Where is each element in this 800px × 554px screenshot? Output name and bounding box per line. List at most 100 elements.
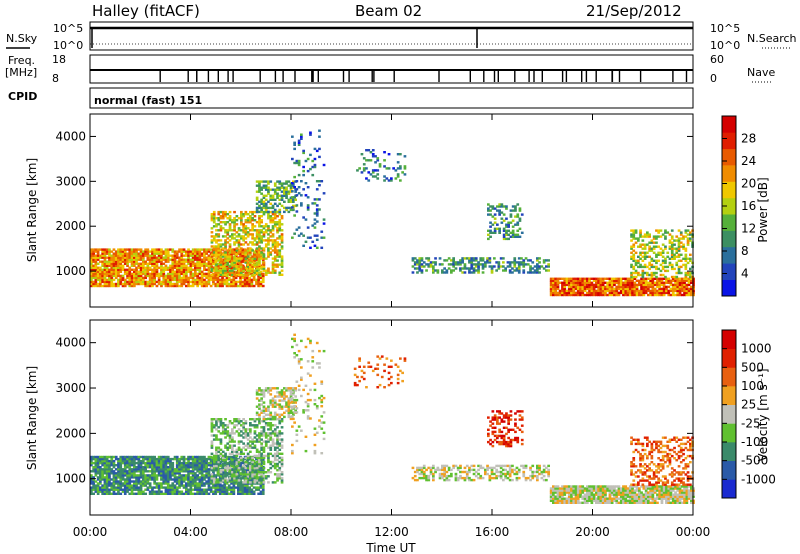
rti-cell: [628, 285, 632, 289]
rti-cell: [139, 486, 143, 489]
rti-cell: [259, 276, 263, 280]
rti-cell: [137, 457, 141, 461]
rti-cell: [224, 271, 227, 274]
rti-cell: [224, 477, 227, 480]
rti-cell: [687, 277, 691, 280]
rti-cell: [92, 476, 95, 479]
rti-cell: [135, 488, 138, 491]
rti-cell: [94, 470, 98, 473]
rti-cell: [545, 259, 548, 262]
rti-cell: [233, 251, 236, 254]
rti-cell: [187, 484, 190, 487]
rti-cell: [675, 255, 679, 258]
rti-cell: [234, 468, 238, 471]
rti-cell: [401, 171, 404, 174]
rti-cell: [554, 279, 557, 282]
rti-cell: [155, 264, 159, 267]
rti-cell: [520, 263, 523, 266]
rti-cell: [261, 488, 265, 491]
rti-cell: [135, 260, 138, 263]
rti-cell: [114, 266, 118, 269]
rti-cell: [518, 217, 522, 220]
rti-cell: [259, 270, 263, 273]
rti-cell: [315, 214, 319, 217]
rti-cell: [687, 279, 691, 282]
rti-cell: [502, 227, 506, 230]
rti-cell: [243, 266, 247, 269]
rti-cell: [306, 204, 310, 207]
rti-cell: [452, 261, 455, 264]
rti-cell: [542, 267, 546, 270]
rti-cell: [631, 287, 634, 291]
rti-cell: [164, 248, 168, 251]
rti-cell: [674, 289, 677, 293]
rti-cell: [189, 260, 193, 263]
rti-cell: [692, 287, 695, 291]
rti-cell: [597, 281, 600, 284]
rti-cell: [668, 247, 672, 250]
rti-cell: [99, 270, 102, 273]
rti-cell: [182, 270, 186, 273]
rti-cell: [121, 250, 125, 253]
rti-cell: [529, 259, 532, 262]
rti-cell: [239, 492, 242, 495]
rti-cell: [173, 480, 177, 483]
rti-cell: [664, 257, 667, 260]
rti-cell: [652, 273, 656, 277]
rti-cell: [231, 251, 234, 254]
rti-cell: [255, 180, 259, 183]
rti-cell: [173, 262, 177, 265]
rti-cell: [502, 265, 505, 268]
rti-cell: [267, 188, 270, 191]
rti-cell: [178, 478, 181, 481]
rti-cell: [264, 206, 268, 210]
rti-cell: [108, 284, 111, 288]
rti-cell: [601, 287, 605, 291]
rti-cell: [509, 231, 513, 234]
rti-cell: [240, 221, 243, 224]
rti-cell: [224, 213, 227, 216]
rti-cell: [112, 256, 116, 259]
rti-cell: [228, 251, 232, 254]
rti-cell: [121, 276, 125, 280]
power-x-ticks: [89, 114, 694, 307]
rti-cell: [96, 284, 100, 288]
rti-cell: [671, 291, 675, 295]
rti-cell: [271, 249, 275, 252]
nave-spikes: [159, 70, 688, 82]
rti-cell: [496, 223, 499, 226]
rti-cell: [148, 256, 152, 259]
rti-cell: [583, 283, 587, 287]
rti-cell: [536, 265, 539, 268]
rti-cell: [133, 464, 136, 467]
rti-cell: [151, 254, 154, 257]
rti-cell: [157, 260, 161, 263]
rti-cell: [187, 457, 190, 461]
rti-cell: [203, 464, 206, 467]
rti-cell: [135, 470, 138, 473]
rti-cell: [278, 188, 282, 191]
rti-cell: [123, 252, 127, 255]
rti-cell: [639, 263, 642, 267]
rti-cell: [522, 259, 526, 262]
rti-cell: [632, 267, 636, 271]
rti-cell: [396, 161, 400, 164]
rti-cell: [142, 264, 145, 267]
rti-cell: [169, 268, 172, 271]
rti-cell: [622, 291, 625, 295]
rti-cell: [137, 480, 141, 483]
rti-cell: [246, 261, 250, 264]
rti-cell: [90, 457, 93, 461]
rti-cell: [94, 254, 98, 257]
rti-cell: [276, 221, 279, 224]
rti-cell: [169, 248, 172, 251]
rti-cell: [680, 279, 684, 282]
rti-cell: [196, 272, 199, 276]
rti-cell: [175, 461, 179, 465]
rti-cell: [130, 274, 134, 278]
rti-cell: [185, 284, 188, 288]
rti-cell: [650, 271, 654, 275]
rti-cell: [261, 280, 265, 284]
rti-cell: [313, 234, 317, 237]
rti-cell: [684, 265, 688, 269]
